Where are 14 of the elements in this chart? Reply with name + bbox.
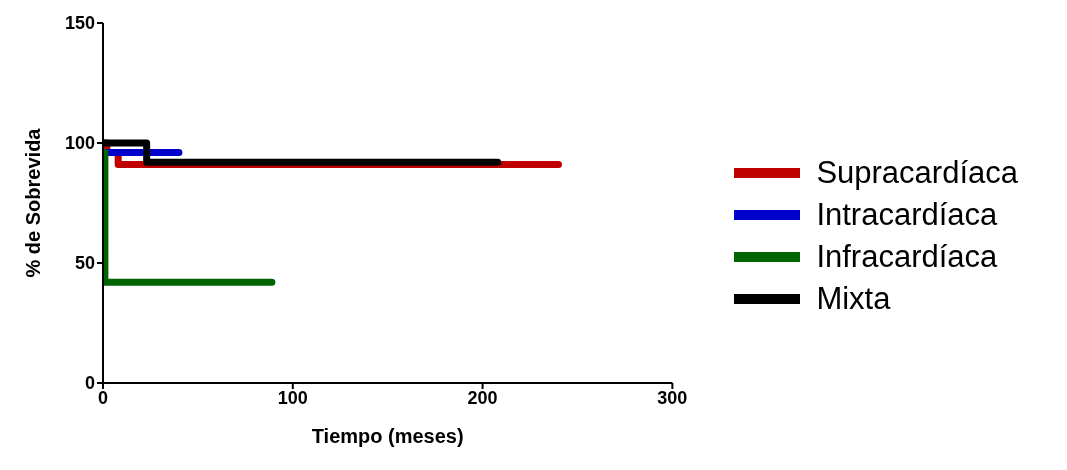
x-tick-label: 100 [277,387,308,408]
x-tick-label: 200 [467,387,498,408]
x-tick-label: 0 [97,387,109,408]
legend-label: Supracardíaca [816,154,1018,191]
y-tick-label: 0 [84,373,95,394]
y-tick-label: 150 [64,13,95,34]
legend-label: Mixta [816,280,891,317]
y-axis-title: % de Sobrevida [22,127,45,278]
y-tick-label: 50 [74,253,95,274]
x-tick-label: 300 [657,387,688,408]
y-tick-label: 100 [64,133,95,154]
x-axis-title: Tiempo (meses) [311,425,464,447]
legend-label: Intracardíaca [816,196,998,233]
legend-label: Infracardíaca [816,238,998,275]
